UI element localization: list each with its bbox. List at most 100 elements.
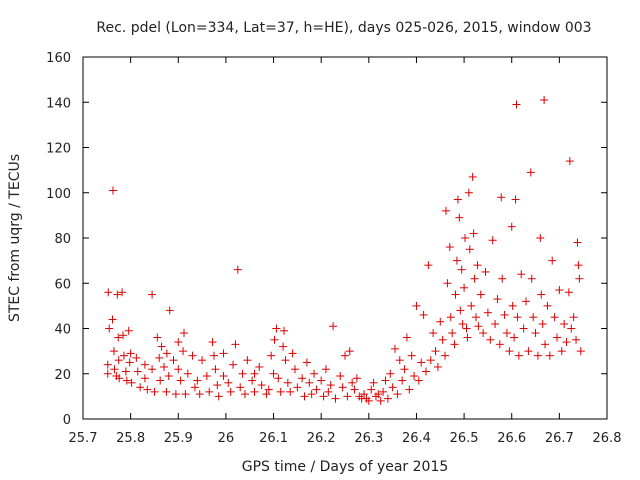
data-point [388, 383, 397, 392]
data-point [236, 383, 245, 392]
data-point [500, 310, 509, 319]
data-point [574, 261, 583, 270]
data-point [564, 288, 573, 297]
data-point [286, 387, 295, 396]
data-point [514, 351, 523, 360]
data-point [324, 387, 333, 396]
x-axis-label: GPS time / Days of year 2015 [242, 459, 449, 475]
data-point [541, 340, 550, 349]
data-point [255, 362, 264, 371]
y-tick-label: 100 [46, 187, 71, 202]
data-point [108, 315, 117, 324]
data-point [540, 95, 549, 104]
data-points [103, 95, 585, 405]
data-point [243, 356, 252, 365]
x-tick-label: 26.3 [354, 431, 383, 446]
data-point [526, 168, 535, 177]
data-point [121, 367, 130, 376]
data-point [338, 383, 347, 392]
data-point [379, 387, 388, 396]
data-point [508, 301, 517, 310]
data-point [472, 313, 480, 322]
plot-frame [82, 56, 608, 420]
data-point [281, 356, 290, 365]
data-point [575, 274, 584, 283]
data-point [231, 340, 240, 349]
data-point [174, 338, 183, 347]
data-point [181, 390, 190, 399]
data-point [451, 290, 460, 299]
data-point [467, 301, 476, 310]
data-point [417, 358, 426, 367]
data-point [543, 301, 552, 310]
data-point [219, 372, 228, 381]
data-point [405, 385, 414, 394]
data-point [557, 347, 566, 356]
data-point [461, 234, 470, 242]
y-tick-label: 60 [54, 277, 71, 292]
data-point [190, 383, 199, 392]
data-point [283, 378, 292, 387]
data-point [458, 319, 467, 328]
data-point [326, 381, 335, 390]
data-point [290, 365, 299, 374]
data-point [155, 353, 164, 362]
data-point [426, 356, 435, 365]
data-point [513, 313, 522, 322]
data-point [148, 365, 157, 374]
data-point [538, 319, 547, 328]
data-point [162, 349, 171, 358]
data-point [125, 358, 134, 367]
data-point [441, 351, 450, 360]
data-point [132, 353, 141, 362]
data-point [238, 369, 247, 378]
data-point [402, 333, 411, 342]
y-tick-label: 20 [54, 368, 71, 383]
data-point [171, 390, 180, 399]
data-point [250, 387, 259, 396]
data-point [462, 324, 471, 333]
data-point [419, 310, 428, 319]
data-point [179, 347, 188, 356]
data-point [293, 383, 302, 392]
data-point [118, 288, 127, 297]
data-point [364, 396, 373, 405]
data-point [176, 376, 185, 385]
data-point [262, 390, 271, 399]
y-tick-label: 40 [54, 323, 71, 338]
data-point [348, 378, 357, 387]
data-point [537, 290, 546, 299]
data-point [310, 369, 319, 378]
data-point [157, 342, 166, 351]
data-point [448, 329, 457, 338]
data-point [567, 324, 576, 333]
data-point [393, 390, 402, 399]
data-point [109, 186, 118, 195]
data-point [122, 376, 131, 385]
data-point [550, 313, 559, 322]
data-point [457, 265, 466, 274]
data-point [110, 365, 119, 374]
data-point [453, 195, 462, 204]
data-point [512, 100, 521, 109]
data-point [274, 374, 283, 383]
y-tick-label: 0 [63, 413, 71, 428]
x-tick-label: 26.1 [259, 431, 288, 446]
data-point [126, 349, 135, 358]
axis-ticks [82, 56, 608, 420]
data-point [510, 333, 519, 342]
data-point [219, 349, 228, 358]
y-axis-label: STEC from uqrg / TECUs [7, 154, 23, 322]
data-point [519, 324, 528, 333]
x-tick-label: 26 [218, 431, 235, 446]
data-point [531, 329, 540, 338]
data-point [224, 378, 233, 387]
data-point [573, 238, 582, 247]
data-point [214, 392, 223, 401]
data-point [119, 351, 128, 360]
data-point [424, 261, 433, 270]
x-tick-label: 25.9 [164, 431, 193, 446]
data-point [464, 188, 473, 197]
data-point [336, 372, 345, 381]
data-point [455, 213, 464, 222]
